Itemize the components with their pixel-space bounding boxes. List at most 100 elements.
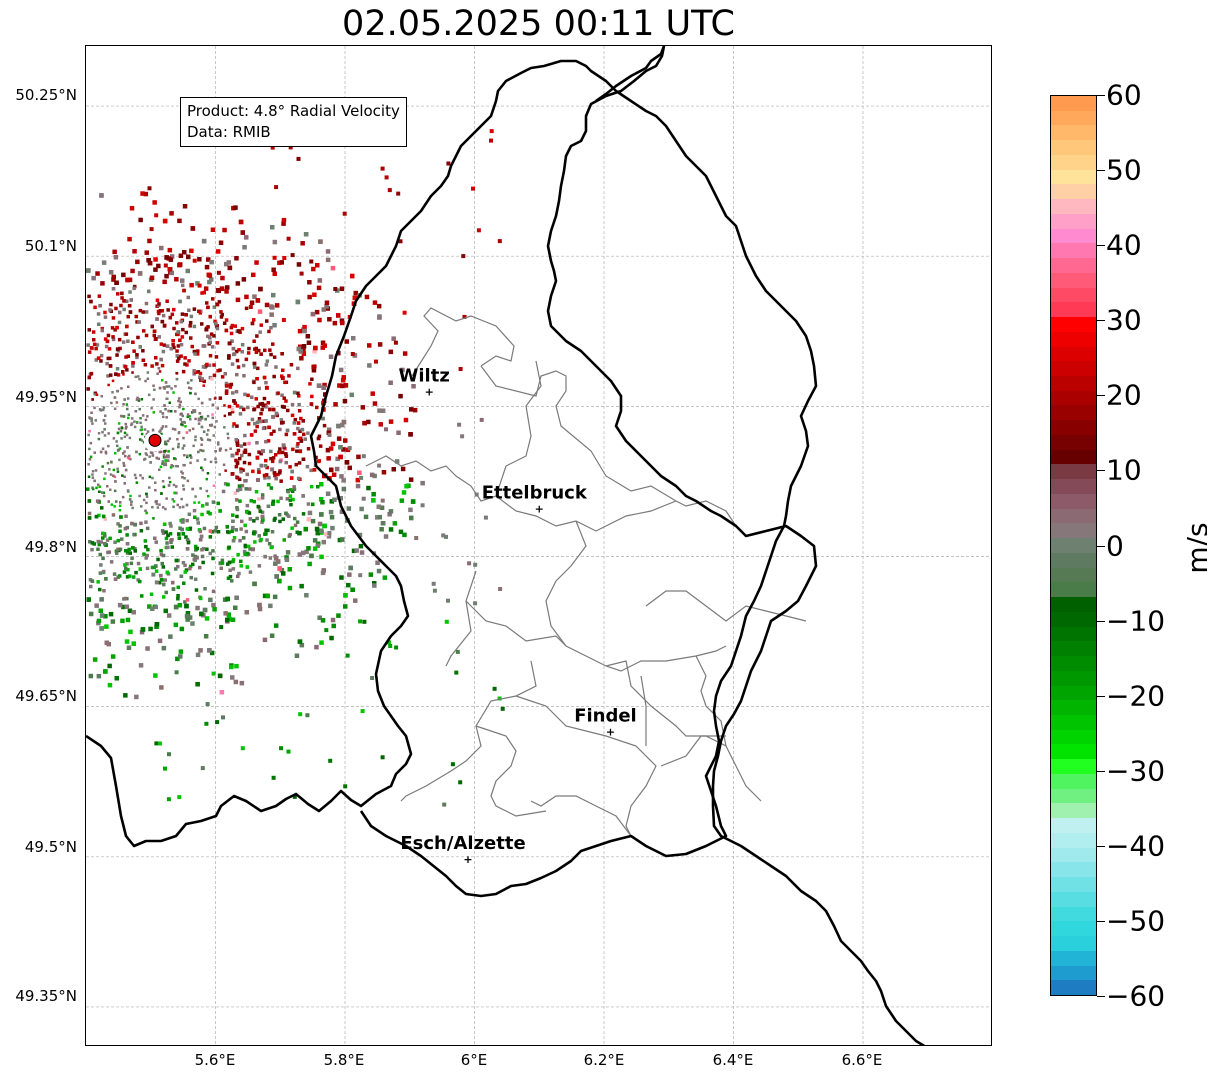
colorbar-segment	[1051, 346, 1096, 362]
colorbar-segment	[1051, 759, 1096, 775]
colorbar-tick	[1097, 695, 1105, 697]
colorbar-segment	[1051, 199, 1096, 215]
colorbar-segment	[1051, 258, 1096, 274]
colorbar-tick	[1097, 170, 1105, 172]
canton-boundary	[530, 795, 632, 837]
colorbar-tick	[1097, 996, 1105, 997]
colorbar-tick	[1097, 620, 1105, 622]
city-label: Ettelbruck	[482, 482, 588, 503]
colorbar-tick	[1097, 920, 1105, 922]
canton-boundary	[475, 725, 547, 817]
radar-map[interactable]: + Wiltz + Ettelbruck + Findel + Esch/Alzette Pr…	[85, 45, 992, 1046]
canton-boundary	[545, 520, 727, 672]
lat-tick-label: 49.8°N	[24, 538, 77, 556]
colorbar-tick	[1097, 845, 1105, 847]
colorbar-segment	[1051, 921, 1096, 937]
colorbar-segment	[1051, 96, 1096, 112]
colorbar-segment	[1051, 906, 1096, 922]
canton-boundaries	[365, 307, 807, 837]
city-label: Findel	[574, 706, 637, 727]
colorbar-segment	[1051, 936, 1096, 952]
colorbar-segment	[1051, 877, 1096, 893]
colorbar-segment	[1051, 228, 1096, 244]
colorbar-tick	[1097, 395, 1105, 397]
colorbar-segment	[1051, 390, 1096, 407]
colorbar-tick-label: 20	[1106, 378, 1142, 412]
colorbar-segment	[1051, 803, 1096, 819]
canton-boundary	[495, 360, 542, 497]
city-label: Wiltz	[399, 365, 450, 386]
colorbar-tick	[1097, 470, 1105, 472]
colorbar-segment	[1051, 891, 1096, 908]
city-markers: +Wiltz+Ettelbruck+Findel+Esch/Alzette	[399, 365, 637, 865]
colorbar-segment	[1051, 656, 1096, 672]
colorbar-segment	[1051, 272, 1096, 289]
city-marker: +Ettelbruck	[482, 482, 588, 515]
colorbar-tick-label: 60	[1106, 78, 1142, 112]
map-canvas: +Wiltz+Ettelbruck+Findel+Esch/Alzette	[86, 46, 991, 1045]
colorbar-tick-label: −10	[1106, 604, 1166, 638]
city-marker-cross: +	[463, 853, 472, 866]
lon-tick-label: 6.4°E	[712, 1051, 754, 1069]
city-marker: +Wiltz	[399, 365, 450, 398]
colorbar-segment	[1051, 479, 1096, 495]
colorbar-tick	[1097, 245, 1105, 247]
city-marker-cross: +	[535, 502, 544, 515]
velocity-colorbar	[1050, 95, 1097, 996]
lat-tick-label: 50.1°N	[24, 237, 77, 255]
colorbar-segment	[1051, 729, 1096, 746]
colorbar-segment	[1051, 523, 1096, 539]
colorbar-segment	[1051, 552, 1096, 569]
colorbar-segment	[1051, 832, 1096, 849]
product-info-box: Product: 4.8° Radial Velocity Data: RMIB	[180, 97, 407, 147]
colorbar-segment	[1051, 331, 1096, 348]
canton-boundary	[515, 695, 657, 837]
colorbar-segment	[1051, 818, 1096, 834]
colorbar-segment	[1051, 714, 1096, 731]
colorbar-segment	[1051, 243, 1096, 259]
colorbar-segment	[1051, 154, 1096, 171]
colorbar-segment	[1051, 980, 1096, 995]
colorbar-segment	[1051, 434, 1096, 451]
lon-tick-label: 6.2°E	[583, 1051, 625, 1069]
colorbar-segment	[1051, 449, 1096, 466]
city-label: Esch/Alzette	[400, 833, 525, 854]
canton-boundary	[640, 675, 647, 746]
colorbar-segment	[1051, 965, 1096, 981]
border-germany-north	[595, 46, 666, 103]
data-source-label: Data: RMIB	[187, 123, 271, 141]
colorbar-segment	[1051, 464, 1096, 480]
colorbar-tick-label: −50	[1106, 904, 1166, 938]
gridlines	[86, 46, 991, 1045]
colorbar-segment	[1051, 317, 1096, 333]
lon-tick-label: 6°E	[460, 1051, 488, 1069]
colorbar-segment	[1051, 493, 1096, 510]
canton-boundary	[645, 590, 807, 622]
radar-echoes	[86, 106, 505, 807]
colorbar-tick	[1097, 545, 1105, 547]
colorbar-segment	[1051, 302, 1096, 318]
colorbar-segment	[1051, 670, 1096, 687]
colorbar-segment	[1051, 169, 1096, 186]
canton-boundary	[445, 570, 477, 667]
colorbar-segment	[1051, 125, 1096, 141]
city-marker: +Findel	[574, 706, 637, 739]
colorbar-tick-label: −40	[1106, 829, 1166, 863]
lon-tick-label: 6.6°E	[841, 1051, 883, 1069]
canton-boundary	[400, 660, 537, 802]
lat-tick-label: 50.25°N	[15, 86, 77, 104]
lat-tick-label: 49.5°N	[24, 838, 77, 856]
colorbar-segment	[1051, 582, 1096, 598]
city-marker-cross: +	[606, 726, 615, 739]
colorbar-tick	[1097, 95, 1105, 96]
colorbar-tick	[1097, 770, 1105, 772]
lat-tick-label: 49.35°N	[15, 987, 77, 1005]
lat-tick-label: 49.95°N	[15, 388, 77, 406]
colorbar-segment	[1051, 140, 1096, 156]
colorbar-tick-label: 50	[1106, 153, 1142, 187]
canton-boundary	[411, 307, 515, 377]
colorbar-segment	[1051, 405, 1096, 421]
radar-site-marker	[143, 431, 164, 452]
colorbar-segment	[1051, 213, 1096, 230]
city-marker-cross: +	[425, 385, 434, 398]
